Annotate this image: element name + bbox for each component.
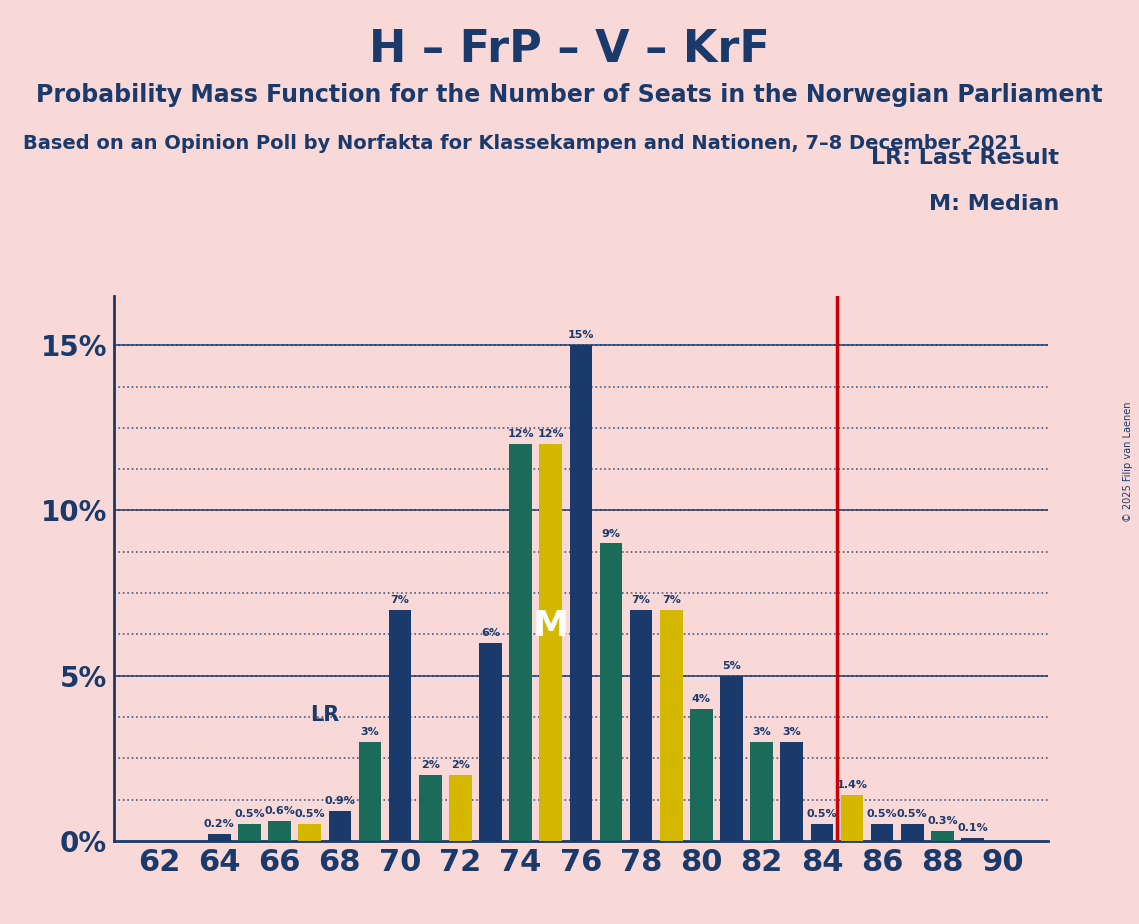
Text: 0.5%: 0.5% [867, 809, 898, 820]
Bar [901, 824, 924, 841]
Bar [359, 742, 382, 841]
Bar [298, 824, 321, 841]
Text: 12%: 12% [538, 430, 564, 440]
Text: 3%: 3% [782, 727, 801, 736]
Bar [540, 444, 562, 841]
Text: 7%: 7% [632, 595, 650, 604]
Bar [751, 742, 773, 841]
Text: 12%: 12% [507, 430, 534, 440]
Bar [449, 774, 472, 841]
Text: 0.5%: 0.5% [294, 809, 325, 820]
Text: H – FrP – V – KrF: H – FrP – V – KrF [369, 28, 770, 71]
Text: 3%: 3% [361, 727, 379, 736]
Text: LR: LR [311, 705, 339, 725]
Text: 1.4%: 1.4% [836, 780, 868, 790]
Bar [931, 831, 953, 841]
Bar [509, 444, 532, 841]
Text: 0.5%: 0.5% [235, 809, 264, 820]
Text: 0.6%: 0.6% [264, 806, 295, 816]
Bar [419, 774, 442, 841]
Text: 0.5%: 0.5% [806, 809, 837, 820]
Text: 0.5%: 0.5% [898, 809, 927, 820]
Bar [841, 795, 863, 841]
Bar [208, 834, 231, 841]
Text: 0.3%: 0.3% [927, 816, 958, 826]
Bar [720, 675, 743, 841]
Bar [780, 742, 803, 841]
Bar [871, 824, 893, 841]
Bar [238, 824, 261, 841]
Bar [600, 543, 622, 841]
Text: © 2025 Filip van Laenen: © 2025 Filip van Laenen [1123, 402, 1133, 522]
Text: 4%: 4% [691, 694, 711, 704]
Text: 5%: 5% [722, 661, 740, 671]
Bar [388, 610, 411, 841]
Text: 2%: 2% [451, 760, 469, 770]
Text: M: M [533, 609, 568, 643]
Text: 7%: 7% [391, 595, 410, 604]
Text: 3%: 3% [752, 727, 771, 736]
Text: M: Median: M: Median [929, 194, 1059, 214]
Bar [961, 837, 984, 841]
Bar [269, 821, 290, 841]
Text: Based on an Opinion Poll by Norfakta for Klassekampen and Nationen, 7–8 December: Based on an Opinion Poll by Norfakta for… [23, 134, 1022, 153]
Text: 7%: 7% [662, 595, 681, 604]
Bar [328, 811, 351, 841]
Text: 15%: 15% [567, 330, 595, 340]
Text: 6%: 6% [481, 627, 500, 638]
Text: 0.9%: 0.9% [325, 796, 355, 806]
Bar [811, 824, 834, 841]
Text: 0.2%: 0.2% [204, 820, 235, 829]
Bar [690, 709, 713, 841]
Text: 9%: 9% [601, 529, 621, 539]
Bar [570, 346, 592, 841]
Bar [480, 642, 502, 841]
Text: 0.1%: 0.1% [957, 822, 988, 833]
Text: LR: Last Result: LR: Last Result [871, 148, 1059, 168]
Text: Probability Mass Function for the Number of Seats in the Norwegian Parliament: Probability Mass Function for the Number… [36, 83, 1103, 107]
Text: 2%: 2% [420, 760, 440, 770]
Bar [659, 610, 682, 841]
Bar [630, 610, 653, 841]
